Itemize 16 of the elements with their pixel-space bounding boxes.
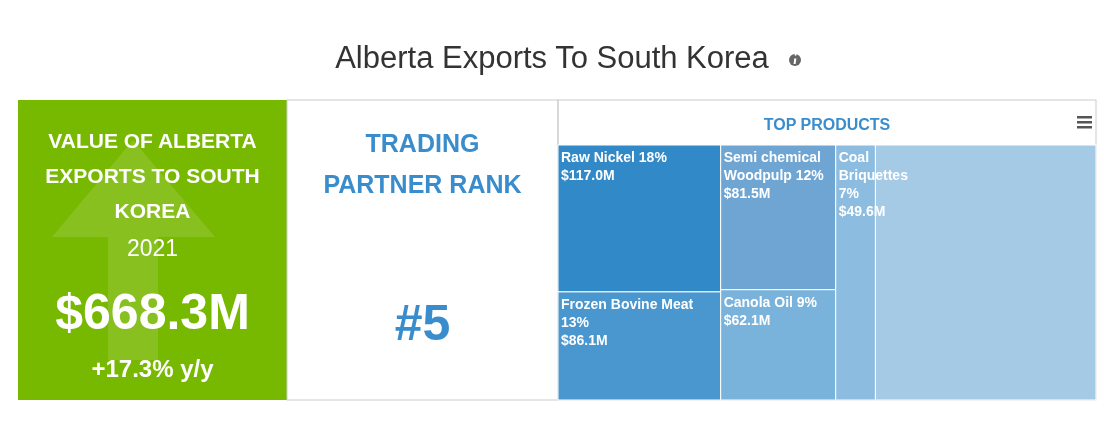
category-label: Frozen Bovine Meat 13% bbox=[561, 295, 694, 330]
text: 2021 bbox=[126, 235, 179, 261]
data-label: $62.1M bbox=[723, 311, 771, 328]
category-label: Raw Nickel 18% bbox=[561, 149, 668, 165]
text: TOP PRODUCTS bbox=[763, 116, 891, 133]
text: Alberta Exports To South Korea bbox=[335, 40, 770, 75]
data-label: $86.1M bbox=[561, 331, 608, 348]
text: +17.3% y/y bbox=[91, 355, 215, 382]
category-label: Semi chemical Woodpulp 12% bbox=[723, 149, 825, 183]
category-label: Canola Oil 9% bbox=[723, 293, 818, 310]
data-label: $81.5M bbox=[723, 185, 771, 201]
text: #5 bbox=[394, 295, 451, 351]
text: TRADING PARTNER RANK bbox=[323, 129, 522, 198]
data-label: $117.0M bbox=[561, 167, 615, 183]
text: VALUE OF ALBERTA EXPORTS TO SOUTH KOREA bbox=[45, 129, 260, 222]
text: $668.3M bbox=[55, 284, 250, 340]
